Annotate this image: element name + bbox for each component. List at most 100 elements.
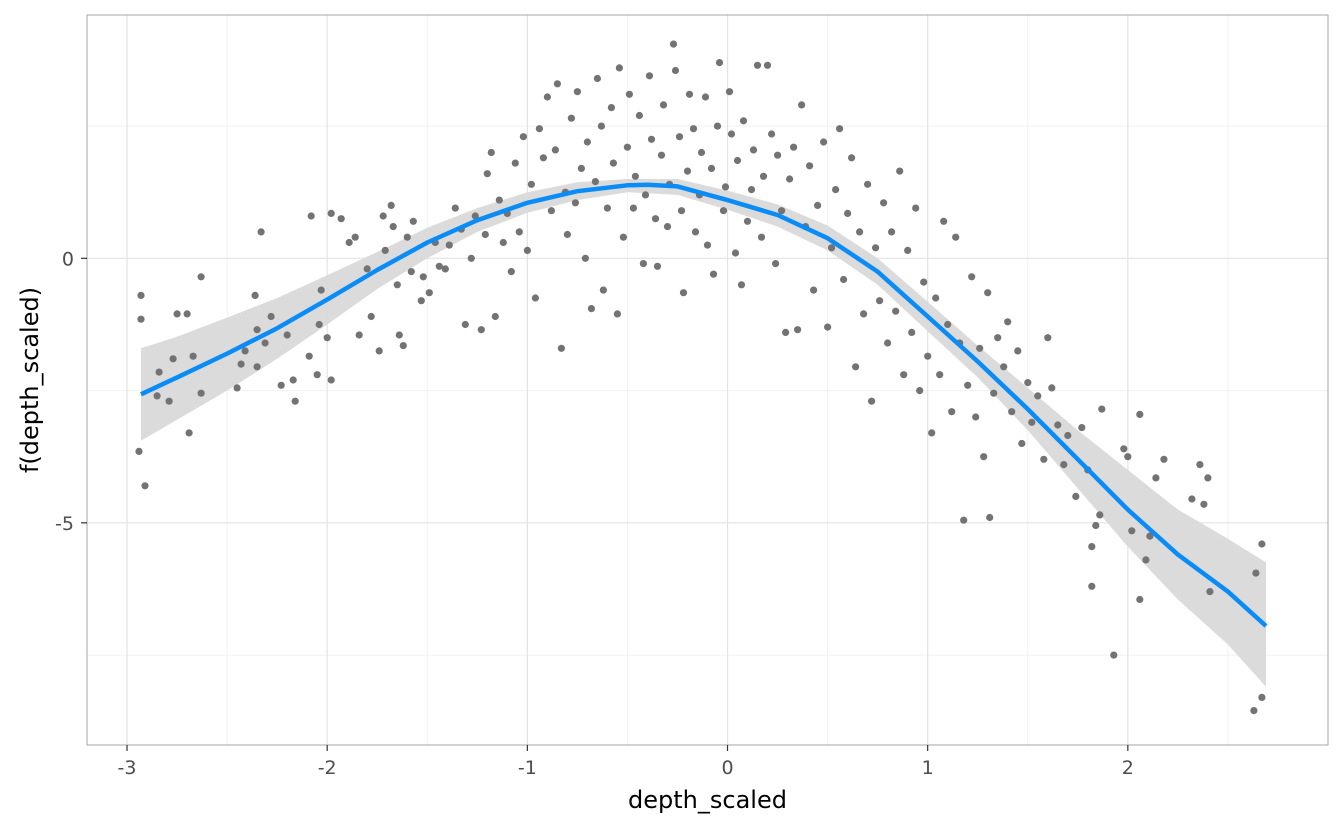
- data-point: [1034, 392, 1042, 400]
- data-point: [407, 268, 415, 276]
- data-point: [747, 186, 756, 194]
- grid-major: [87, 15, 1328, 745]
- data-point: [725, 88, 734, 96]
- data-point: [691, 228, 700, 236]
- data-point: [806, 162, 814, 170]
- data-point: [581, 254, 590, 262]
- data-point: [814, 201, 822, 209]
- data-point: [613, 310, 622, 318]
- data-point: [884, 339, 892, 347]
- data-point: [727, 130, 736, 138]
- data-point: [477, 326, 485, 334]
- data-point: [904, 246, 912, 254]
- data-point: [832, 186, 840, 194]
- data-point: [387, 201, 395, 209]
- data-point: [583, 138, 592, 146]
- data-point: [844, 209, 852, 217]
- data-point: [511, 159, 519, 167]
- data-point: [872, 244, 880, 252]
- data-point: [197, 273, 205, 281]
- data-point: [253, 326, 261, 334]
- data-point: [1188, 495, 1196, 503]
- data-point: [507, 268, 515, 276]
- data-point: [499, 238, 507, 247]
- data-point: [1088, 582, 1096, 590]
- data-point: [1088, 543, 1096, 551]
- data-point: [535, 125, 544, 133]
- data-point: [651, 215, 660, 223]
- data-point: [1146, 532, 1154, 540]
- data-point: [173, 310, 181, 318]
- data-point: [155, 368, 163, 376]
- data-point: [1024, 379, 1032, 387]
- data-point: [625, 90, 634, 98]
- data-point: [1004, 318, 1012, 326]
- data-point: [772, 260, 780, 268]
- data-point: [1206, 588, 1214, 596]
- x-axis-ticks: -3 -2 -1 0 1 2: [118, 745, 1134, 779]
- data-point: [713, 122, 722, 130]
- data-point: [810, 286, 818, 294]
- data-point: [677, 207, 686, 215]
- data-point: [924, 352, 932, 360]
- data-point: [563, 230, 572, 239]
- data-point: [599, 286, 608, 294]
- data-point: [607, 104, 616, 112]
- confidence-band-layer: [141, 179, 1266, 687]
- data-point: [715, 59, 724, 67]
- data-point: [233, 384, 241, 392]
- data-point: [639, 260, 648, 268]
- data-point: [936, 371, 944, 379]
- data-point: [697, 148, 706, 157]
- data-point: [892, 307, 900, 315]
- y-axis-title: f(depth_scaled): [16, 287, 44, 473]
- data-point: [597, 122, 606, 130]
- data-point: [483, 170, 491, 178]
- data-point: [868, 397, 876, 405]
- data-point: [753, 61, 762, 69]
- data-point: [547, 207, 556, 215]
- data-point: [237, 360, 245, 368]
- data-point: [1096, 511, 1104, 519]
- data-point: [327, 376, 335, 384]
- data-point: [1258, 693, 1266, 702]
- data-point: [399, 342, 407, 350]
- data-point: [1014, 347, 1022, 355]
- data-point: [141, 482, 149, 490]
- data-point: [471, 212, 479, 220]
- data-point: [169, 355, 177, 363]
- data-point: [860, 310, 868, 318]
- data-point: [908, 328, 916, 336]
- data-point: [824, 323, 832, 331]
- data-point: [631, 172, 640, 180]
- data-point: [445, 241, 453, 249]
- data-point: [920, 278, 928, 286]
- data-point: [675, 133, 684, 141]
- data-point: [289, 376, 297, 384]
- data-point: [183, 310, 191, 318]
- data-point: [403, 233, 411, 241]
- data-point: [379, 212, 387, 220]
- data-point: [337, 215, 345, 223]
- data-point: [345, 238, 353, 247]
- data-point: [593, 74, 602, 83]
- data-point: [1028, 418, 1036, 426]
- data-point: [689, 125, 698, 133]
- confidence-band: [141, 179, 1266, 687]
- data-point: [571, 199, 580, 207]
- data-point: [984, 289, 992, 297]
- panel-border: [86, 14, 1329, 746]
- data-point: [986, 513, 994, 522]
- data-point: [757, 233, 766, 241]
- data-point: [137, 291, 145, 299]
- data-point: [768, 130, 776, 138]
- data-point: [435, 262, 443, 270]
- data-point: [1064, 431, 1072, 440]
- data-point: [153, 392, 161, 400]
- data-point: [733, 156, 742, 165]
- data-point: [267, 312, 275, 321]
- data-point: [976, 344, 984, 352]
- data-point: [553, 80, 562, 88]
- data-point: [944, 320, 952, 329]
- data-point: [840, 275, 848, 284]
